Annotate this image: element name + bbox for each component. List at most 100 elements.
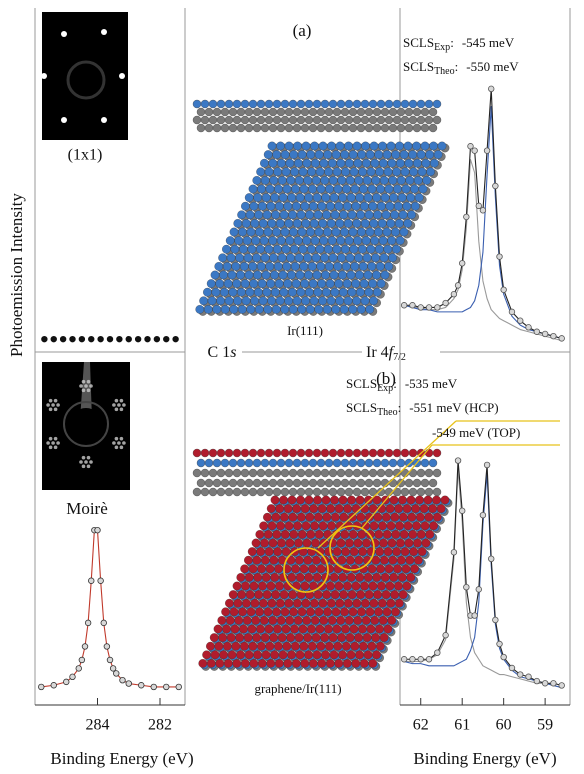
atom xyxy=(344,236,354,245)
atom xyxy=(339,305,349,314)
atom xyxy=(224,487,234,497)
atom xyxy=(339,210,348,220)
atom xyxy=(202,650,211,660)
atom xyxy=(221,607,230,617)
atom xyxy=(408,150,418,159)
atom xyxy=(266,279,276,288)
atom xyxy=(351,581,361,591)
atom xyxy=(249,201,259,211)
atom xyxy=(261,650,271,660)
atom xyxy=(229,305,239,314)
atom xyxy=(239,244,248,254)
atom xyxy=(368,468,378,478)
atom xyxy=(376,115,386,125)
atom xyxy=(428,478,438,488)
atom xyxy=(273,624,282,634)
atom xyxy=(339,590,349,599)
atom xyxy=(216,487,226,497)
atom xyxy=(312,270,322,280)
atom xyxy=(392,115,402,125)
atom xyxy=(385,504,395,513)
atom xyxy=(192,468,202,478)
atom xyxy=(432,99,442,109)
atom xyxy=(396,107,406,117)
atom xyxy=(287,270,296,280)
atom xyxy=(248,487,258,497)
data-point xyxy=(463,584,470,591)
atom xyxy=(349,547,359,556)
x-tick-label: 59 xyxy=(537,717,553,734)
atom xyxy=(422,176,432,185)
atom xyxy=(326,201,335,211)
atom xyxy=(376,184,385,194)
data-point xyxy=(163,683,170,691)
atom xyxy=(235,633,245,642)
atom xyxy=(224,296,234,306)
atom xyxy=(371,253,380,263)
atom xyxy=(256,167,265,177)
atom xyxy=(276,478,286,488)
atom xyxy=(416,115,426,125)
atom xyxy=(277,633,287,642)
atom xyxy=(369,296,378,306)
atom xyxy=(283,504,293,513)
atom xyxy=(323,607,332,617)
atom xyxy=(287,573,297,582)
atom xyxy=(212,458,222,468)
atom xyxy=(300,659,310,668)
atom xyxy=(232,279,242,288)
atom xyxy=(358,547,368,556)
highlights xyxy=(283,525,375,593)
atom xyxy=(396,158,405,168)
atom xyxy=(283,659,293,668)
atom xyxy=(380,107,390,117)
atom xyxy=(301,141,311,151)
atom xyxy=(364,210,374,220)
atom xyxy=(356,305,366,314)
atom xyxy=(334,201,344,211)
data-point xyxy=(508,308,516,316)
atom xyxy=(234,616,244,625)
atom xyxy=(368,201,378,211)
atom xyxy=(228,590,238,599)
x-tick-label: 284 xyxy=(86,717,110,734)
atom xyxy=(316,478,326,488)
atom xyxy=(361,598,370,608)
atom xyxy=(396,176,406,185)
atom xyxy=(316,123,326,133)
data-point xyxy=(517,317,524,324)
leed-spot xyxy=(48,398,53,403)
atom xyxy=(326,296,336,306)
atom xyxy=(253,193,263,202)
atom xyxy=(360,219,370,228)
atom xyxy=(377,201,386,211)
atom xyxy=(230,624,240,634)
atom xyxy=(232,581,242,591)
atom xyxy=(244,555,253,565)
atom xyxy=(292,296,302,306)
atom xyxy=(245,287,255,297)
atom xyxy=(412,141,421,151)
data-point xyxy=(496,253,503,260)
atom xyxy=(382,150,392,159)
atom xyxy=(262,590,272,599)
atom xyxy=(279,590,289,599)
atom xyxy=(299,184,309,194)
atom xyxy=(336,158,346,168)
leed-spot xyxy=(48,445,53,450)
atom xyxy=(340,227,349,237)
atom xyxy=(318,219,328,228)
leed-spot xyxy=(79,384,83,388)
atom xyxy=(304,573,314,582)
atom xyxy=(292,458,302,468)
atom xyxy=(252,555,262,565)
atom xyxy=(211,287,221,297)
atom xyxy=(338,573,348,582)
atom xyxy=(340,458,350,468)
atom xyxy=(242,236,252,245)
atom xyxy=(314,227,324,237)
atom xyxy=(392,448,402,458)
atom xyxy=(355,270,364,280)
atom xyxy=(388,555,398,565)
atom xyxy=(292,478,302,488)
